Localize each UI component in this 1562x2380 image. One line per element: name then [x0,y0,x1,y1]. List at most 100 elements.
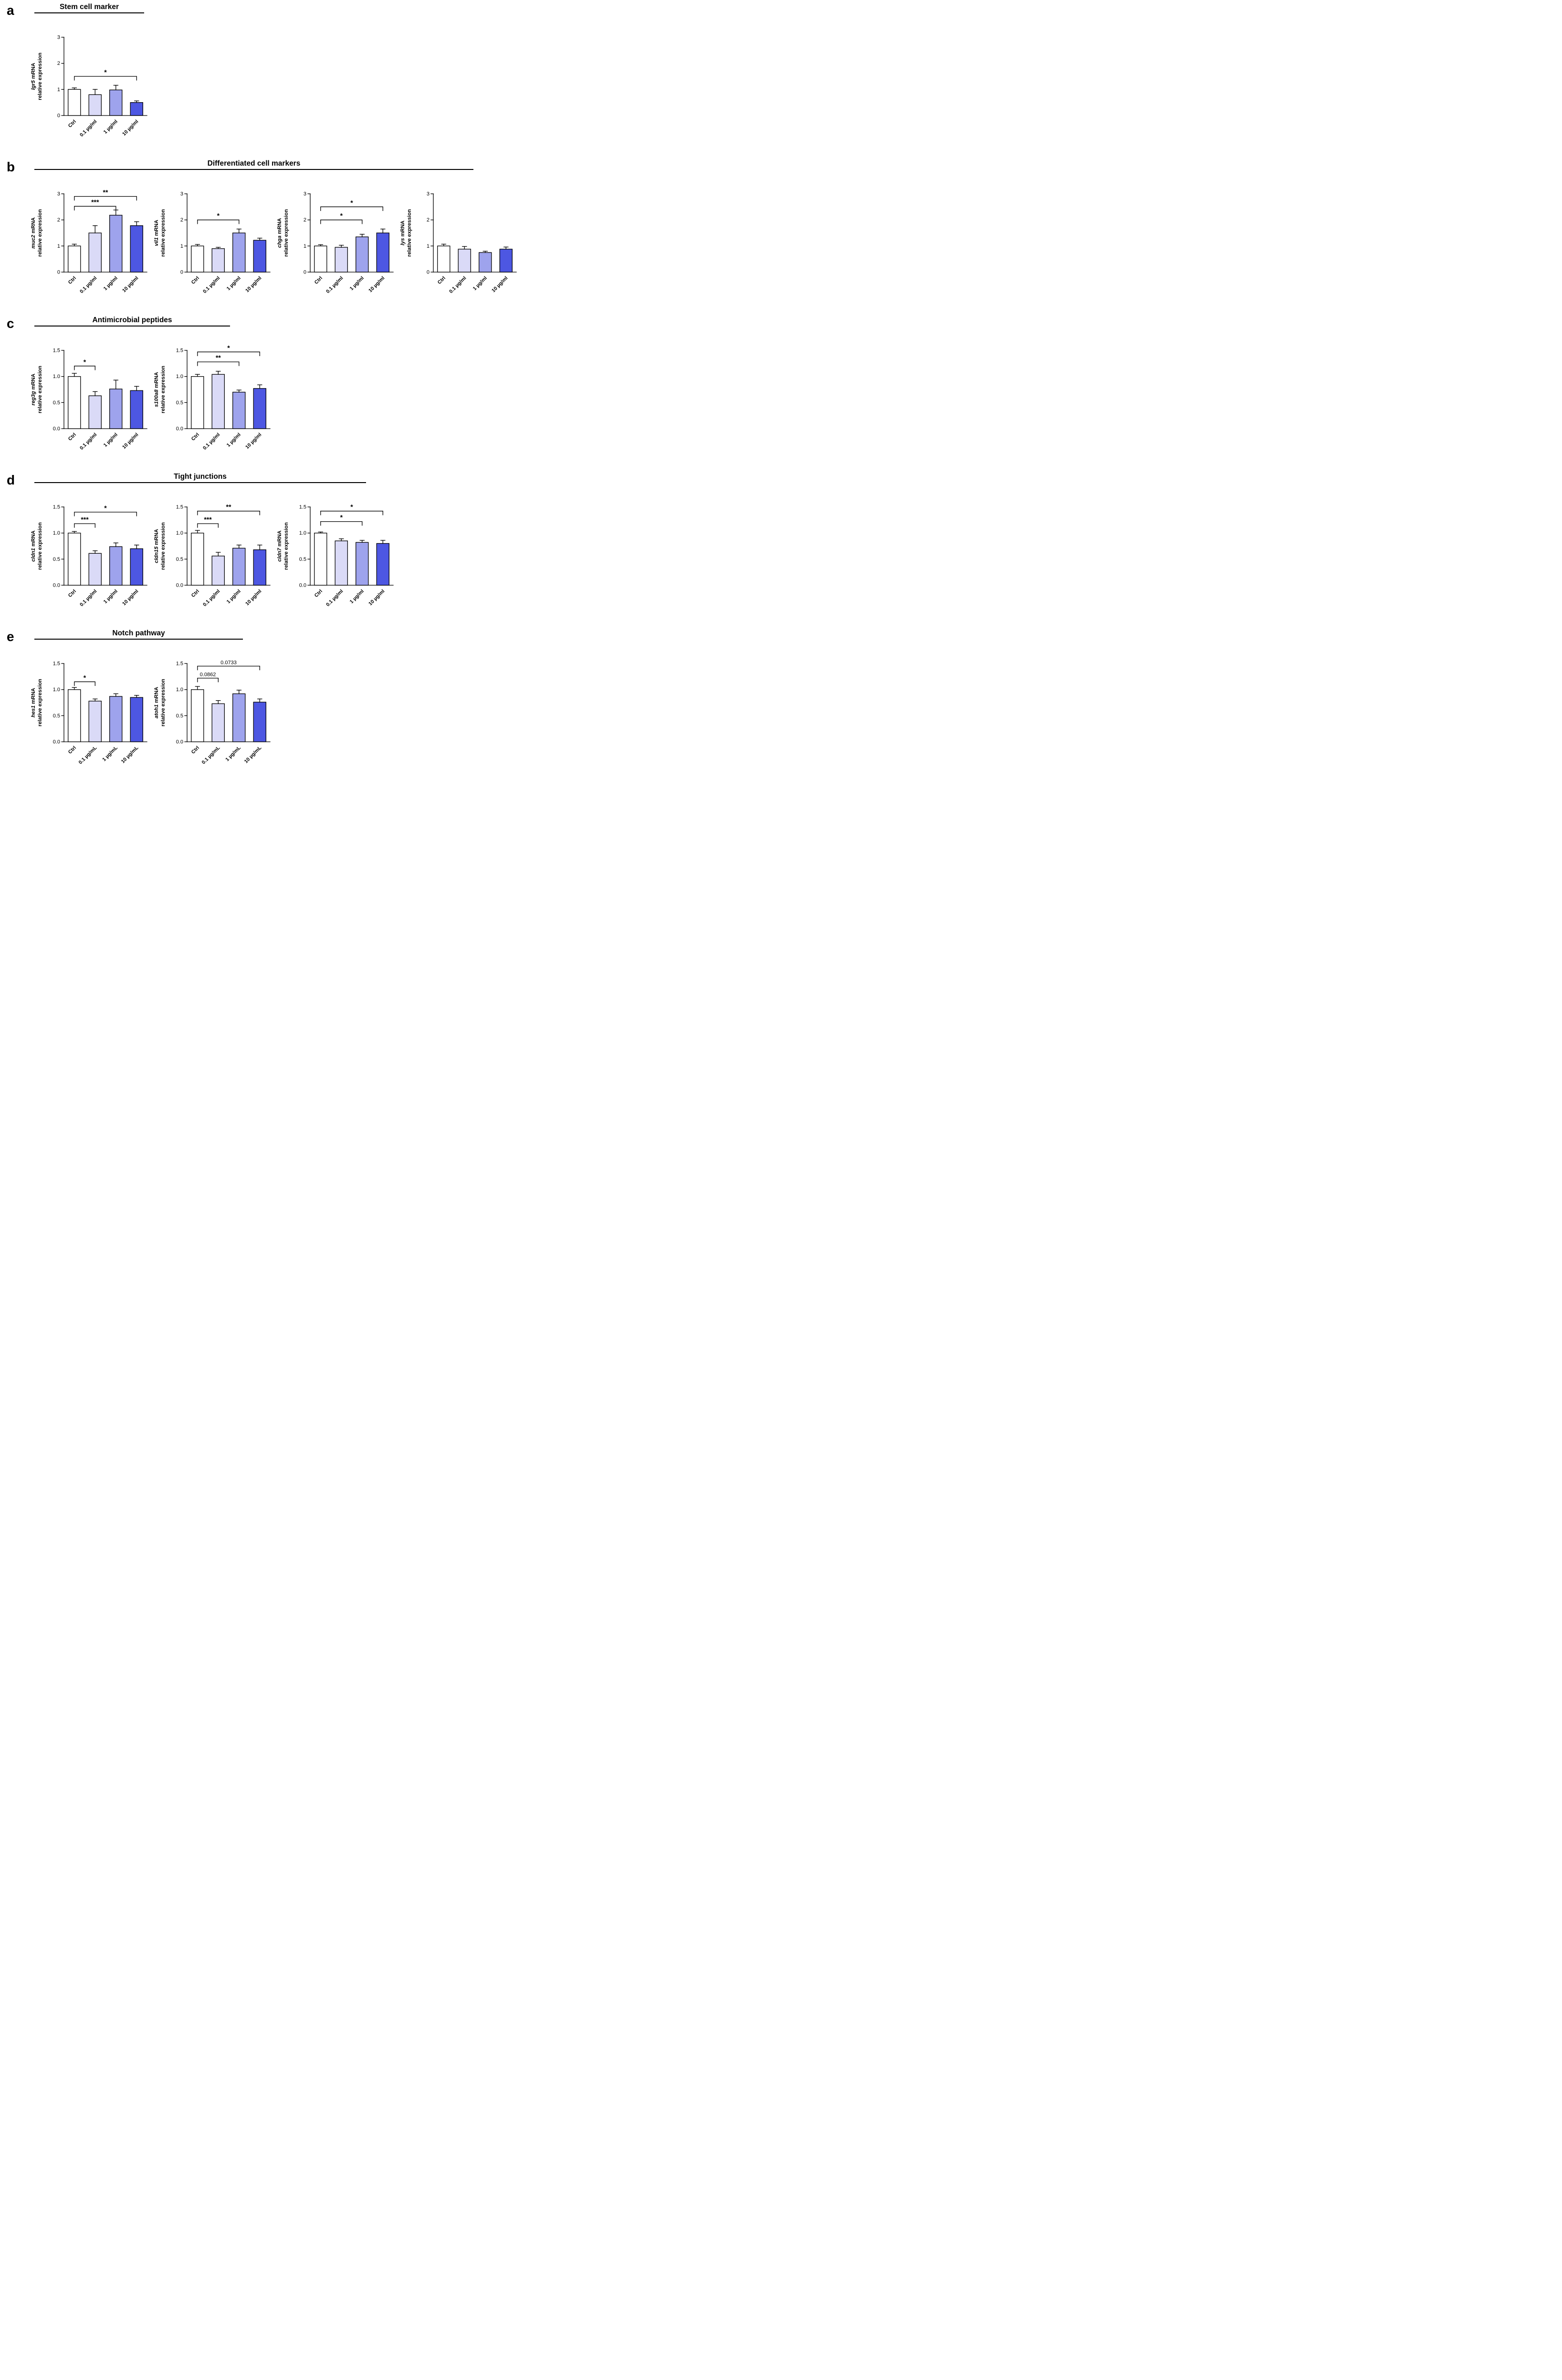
y-axis-title-line1: muc2 mRNA [31,217,36,248]
bar [130,697,143,742]
bar-chart-reg3g: 0.0 0.5 1.0 1.5 Ctrl 0.1 µg/ml 1 µg/ml 10 µg/ml… [31,348,147,451]
y-tick-label: 2 [57,61,60,66]
y-tick-label: 0 [180,270,183,275]
x-category-label: 0.1 µg/ml [202,275,221,295]
x-category-label: 0.1 µg/ml [202,589,221,608]
figure: a Stem cell marker 0 1 2 3 Ctrl 0.1 µg/ml 1 µg… [0,0,521,795]
bar [109,215,123,273]
x-category-label: 10 µg/ml [121,589,139,607]
significance-bracket [197,220,240,224]
bar [88,232,102,273]
significance-bracket [197,665,260,671]
y-tick-label: 0 [427,270,430,275]
bar [109,89,123,116]
bar [88,94,102,116]
x-category-label: 1 µg/ml [349,275,365,292]
significance-bracket [74,206,116,211]
x-category-label: 10 µg/ml [367,275,386,294]
y-axis-title-line1: cldn7 mRNA [277,530,283,561]
y-axis-title-line1: cldn1 mRNA [31,530,36,561]
significance-label: * [84,674,86,681]
x-category-label: 1 µg/ml [103,275,119,292]
x-category-label: Ctrl [314,275,324,285]
y-tick-label: 2 [180,217,183,223]
significance-label: 0.0862 [200,672,216,678]
bar-chart-s100a8: 0.0 0.5 1.0 1.5 Ctrl 0.1 µg/ml 1 µg/ml 10 µg/ml… [154,344,271,451]
y-tick-label: 0.0 [53,739,60,745]
bar [68,689,81,742]
x-category-label: 0.1 µg/ml [325,589,344,608]
y-tick-label: 1.0 [176,374,183,379]
x-category-label: Ctrl [190,745,200,755]
y-tick-label: 1.5 [176,661,183,667]
significance-bracket [320,206,383,211]
panel-b-title: Differentiated cell markers [207,159,301,168]
significance-label: 0.0733 [220,660,237,666]
bar [68,533,81,586]
y-tick-label: 1.5 [53,661,60,667]
panel-b-header: Differentiated cell markers [34,159,473,170]
panel-e-header: Notch pathway [34,629,243,640]
bar-chart-chga: 0 1 2 3 Ctrl 0.1 µg/ml 1 µg/ml 10 µg/ml * * chga m… [277,191,394,295]
bar [314,533,327,586]
bar [109,696,123,742]
x-category-label: 1 µg/ml [103,589,119,605]
y-tick-label: 1.0 [53,530,60,536]
y-axis-title-line1: cldn15 mRNA [154,529,159,563]
bar-chart-cldn7: 0.0 0.5 1.0 1.5 Ctrl 0.1 µg/ml 1 µg/ml 10 µg/ml… [277,503,394,608]
x-category-label: 1 µg/mL [101,745,119,762]
bar-chart-cldn1: 0.0 0.5 1.0 1.5 Ctrl 0.1 µg/ml 1 µg/ml 10 µg/ml… [31,504,147,608]
y-tick-label: 0.0 [176,739,183,745]
bar [191,245,204,273]
x-category-label: 0.1 µg/ml [79,275,98,295]
bar-chart-vil1: 0 1 2 3 Ctrl 0.1 µg/ml 1 µg/ml 10 µg/ml * vil1 mR… [154,191,271,295]
x-category-label: Ctrl [190,589,200,599]
y-axis-title-line2: relative expression [37,366,43,413]
bar [232,693,246,742]
significance-label: * [104,504,107,512]
y-tick-label: 1.0 [176,687,183,693]
bar [253,388,266,429]
x-category-label: Ctrl [190,275,200,285]
y-tick-label: 0.5 [176,713,183,719]
bar [109,389,123,429]
x-category-label: 0.1 µg/mL [78,745,98,765]
panel-d-charts: 0.0 0.5 1.0 1.5 Ctrl 0.1 µg/ml 1 µg/ml 10 µg/ml… [29,484,521,621]
significance-bracket [320,220,363,224]
x-category-label: 1 µg/ml [226,589,242,605]
y-axis-title-line1: lgr5 mRNA [31,63,36,90]
y-tick-label: 1.0 [53,374,60,379]
x-category-label: 0.1 µg/ml [79,119,98,138]
bar-chart-lgr5: 0 1 2 3 Ctrl 0.1 µg/ml 1 µg/ml 10 µg/ml * lgr5 mR… [31,35,147,138]
panel-e-charts: 0.0 0.5 1.0 1.5 Ctrl 0.1 µg/mL 1 µg/mL 10 µg/mL… [29,641,521,777]
panel-a-charts: 0 1 2 3 Ctrl 0.1 µg/ml 1 µg/ml 10 µg/ml * lgr5 mR… [29,14,521,151]
y-tick-label: 3 [57,35,60,41]
x-category-label: 10 µg/ml [121,432,139,450]
bar [376,232,389,273]
y-tick-label: 1.5 [299,505,306,510]
y-axis-title-line2: relative expression [160,679,166,727]
significance-bracket [74,512,137,516]
y-tick-label: 3 [180,191,183,197]
panel-c: c Antimicrobial peptides 0.0 0.5 1.0 1.5 Ctr… [3,316,521,464]
y-tick-label: 3 [304,191,306,197]
y-tick-label: 2 [57,217,60,223]
y-tick-label: 1.0 [299,530,306,536]
panel-d: d Tight junctions 0.0 0.5 1.0 1.5 Ctrl 0.1 µg… [3,473,521,621]
panel-c-letter: c [7,316,14,331]
bar [335,540,348,586]
significance-bracket [197,361,240,366]
significance-label: *** [204,516,212,523]
bar [253,702,266,742]
bar [232,232,246,273]
y-axis-title-line2: relative expression [37,53,43,100]
y-tick-label: 3 [57,191,60,197]
y-axis-title-line1: reg3g mRNA [31,374,36,406]
y-tick-label: 0.0 [53,426,60,432]
y-tick-label: 0.0 [299,583,306,589]
y-tick-label: 0.5 [176,557,183,562]
panel-b: b Differentiated cell markers 0 1 2 3 Ctrl 0.… [3,159,521,307]
y-axis-title-line1: vil1 mRNA [154,220,159,246]
x-category-label: 0.1 µg/ml [325,275,344,295]
